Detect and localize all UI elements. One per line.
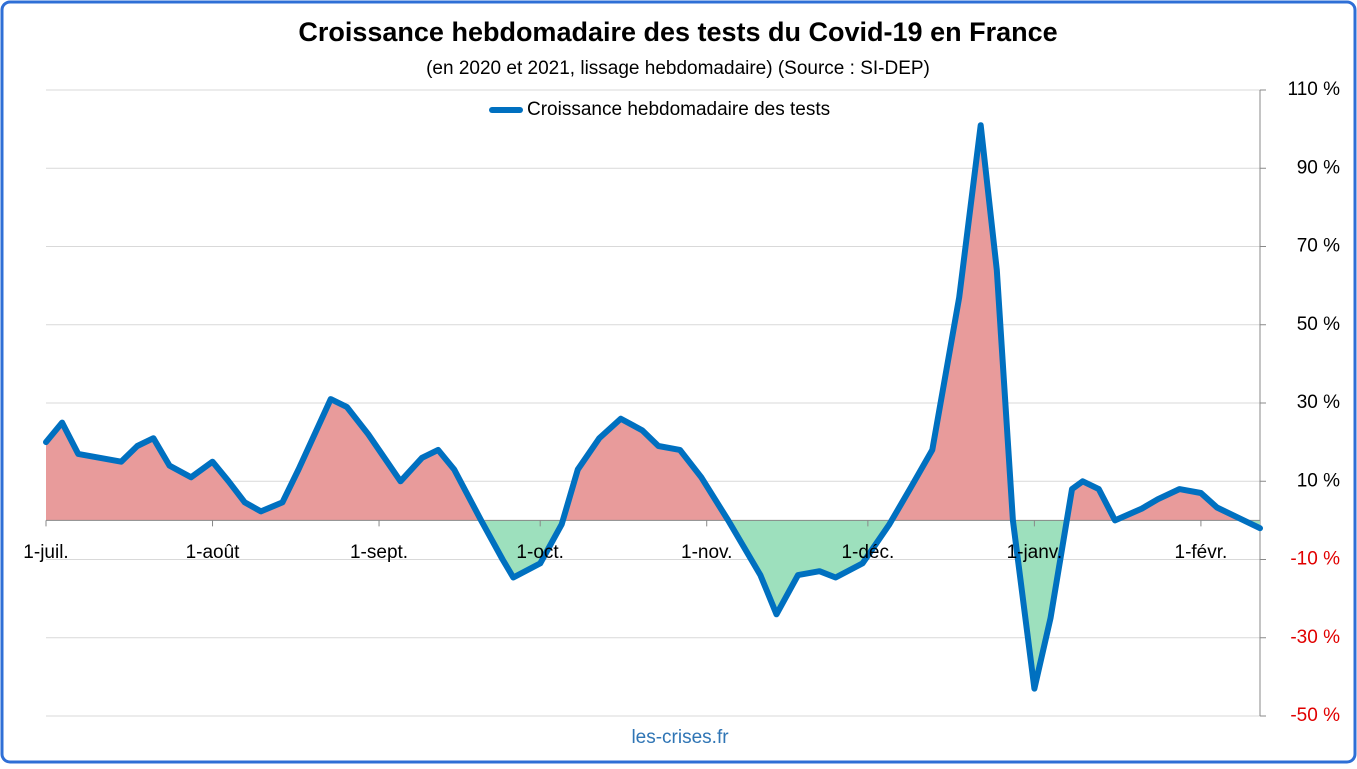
y-tick-label: -50 %	[1290, 705, 1340, 726]
y-tick-label: 90 %	[1297, 157, 1340, 178]
area-positive	[46, 125, 1260, 521]
y-tick-label: -10 %	[1290, 549, 1340, 570]
x-tick-label: 1-déc.	[841, 542, 894, 563]
y-tick-label: -30 %	[1290, 627, 1340, 648]
x-tick-label: 1-janv.	[1007, 542, 1063, 563]
legend-label: Croissance hebdomadaire des tests	[527, 99, 830, 120]
y-tick-label: 50 %	[1297, 314, 1340, 335]
y-tick-label: 10 %	[1297, 470, 1340, 491]
y-tick-label: 70 %	[1297, 236, 1340, 257]
x-tick-label: 1-sept.	[350, 542, 408, 563]
x-tick-label: 1-nov.	[681, 542, 732, 563]
line	[43, 122, 1263, 692]
x-tick-label: 1-févr.	[1175, 542, 1228, 563]
y-tick-label: 110 %	[1288, 79, 1341, 100]
x-tick-label: 1-oct.	[516, 542, 564, 563]
y-tick-label: 30 %	[1297, 392, 1340, 413]
chart-subtitle: (en 2020 et 2021, lissage hebdomadaire) …	[426, 58, 930, 79]
footer: les-crises.fr	[631, 727, 729, 748]
x-tick-label: 1-juil.	[23, 542, 68, 563]
x-tick-label: 1-août	[186, 542, 241, 563]
chart-title: Croissance hebdomadaire des tests du Cov…	[298, 17, 1057, 47]
